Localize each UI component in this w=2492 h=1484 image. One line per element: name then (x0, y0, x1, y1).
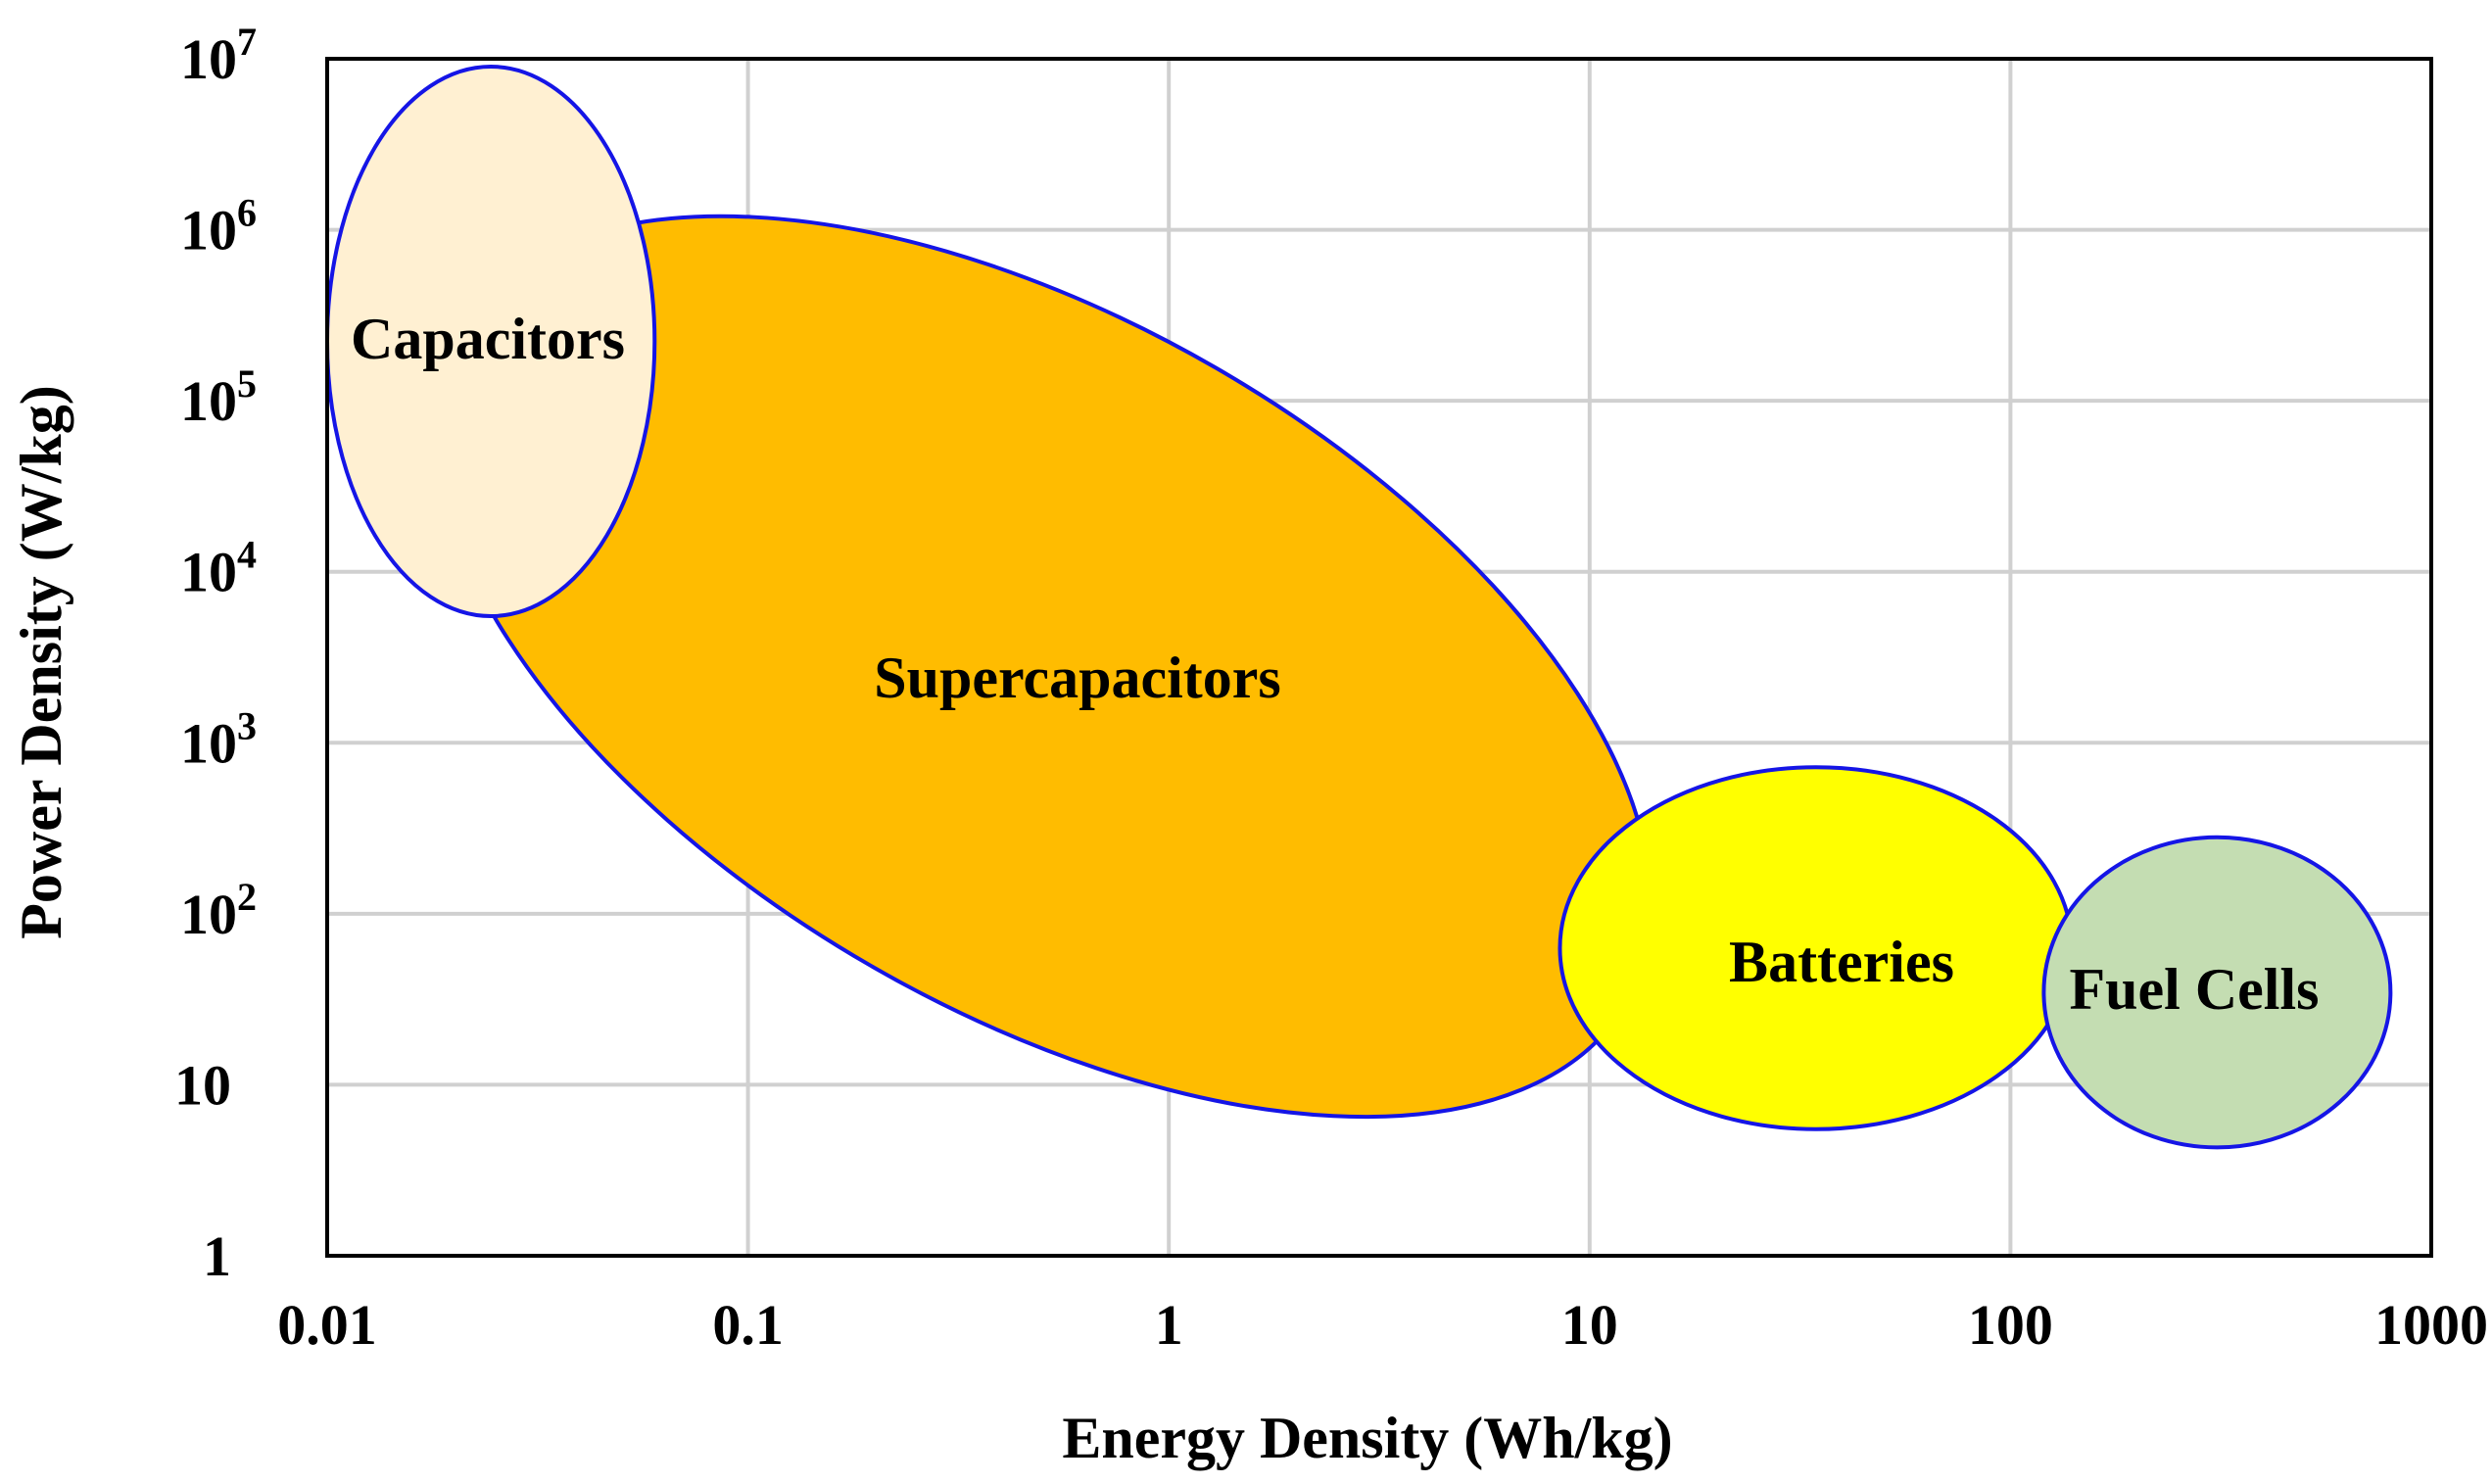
y-tick-label: 105 (180, 361, 257, 433)
label-layer: Supercapacitors Batteries Fuel Cells Capaci… (351, 307, 2319, 1022)
region-label-supercapacitors: Supercapacitors (874, 646, 1281, 710)
region-fuel-cells (2041, 835, 2393, 1150)
region-label-capacitors: Capacitors (351, 307, 625, 371)
x-tick-label: 10 (1561, 1293, 1618, 1357)
y-tick-label: 106 (180, 191, 257, 263)
y-axis-title: Power Density (W/kg) (9, 385, 73, 939)
region-label-batteries: Batteries (1729, 930, 1954, 994)
frame-layer (325, 57, 2433, 1258)
region-label-fuel-cells: Fuel Cells (2070, 957, 2320, 1022)
x-axis-title: Energy Density (Wh/kg) (1062, 1406, 1672, 1470)
x-tick-label: 0.01 (277, 1293, 377, 1357)
x-tick-label: 1000 (2374, 1293, 2488, 1357)
plot-frame (325, 57, 2433, 1258)
y-tick-label: 104 (180, 533, 257, 604)
x-tick-label: 1 (1155, 1293, 1183, 1357)
x-tick-label: 0.1 (712, 1293, 784, 1357)
y-tick-label: 1 (203, 1224, 231, 1288)
tick-layer: 0.01 0.1 1 10 100 1000 1 10 102 103 104 105 106 107 (174, 20, 2488, 1357)
x-tick-label: 100 (1968, 1293, 2053, 1357)
region-layer (325, 64, 2393, 1150)
y-tick-label: 102 (180, 875, 257, 946)
y-tick-label: 103 (180, 703, 257, 775)
y-tick-label: 107 (180, 20, 257, 91)
y-tick-label: 10 (174, 1053, 231, 1117)
